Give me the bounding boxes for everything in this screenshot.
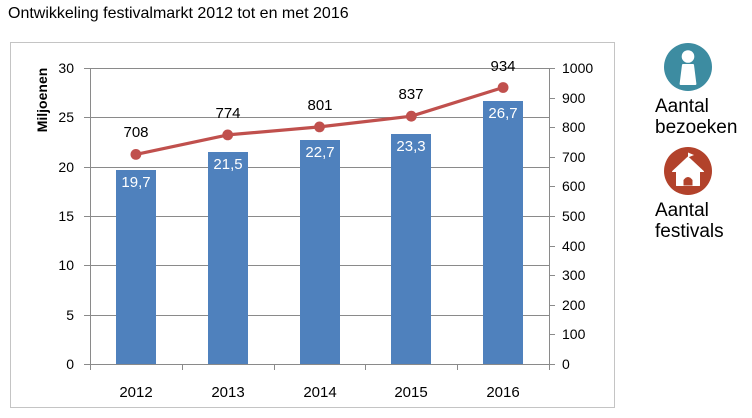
- legend-label-line: bezoeken: [655, 117, 738, 138]
- x-axis-category-label: 2015: [394, 384, 428, 401]
- left-axis-tick-label: 15: [58, 208, 74, 224]
- legend-item-bezoeken: Aantal bezoeken: [652, 43, 752, 138]
- x-axis-category-label: 2014: [303, 384, 337, 401]
- axis-tick: [549, 305, 555, 306]
- axis-tick: [84, 68, 90, 69]
- gridline: [90, 68, 549, 69]
- axis-tick: [549, 127, 555, 128]
- right-axis-tick-label: 900: [562, 90, 586, 106]
- left-axis-line: [90, 68, 91, 364]
- x-axis-category-label: 2012: [119, 384, 153, 401]
- axis-tick: [549, 157, 555, 158]
- line-value-label: 837: [398, 86, 424, 103]
- chart-title: Ontwikkeling festivalmarkt 2012 tot en m…: [8, 5, 349, 22]
- person-icon: [664, 43, 712, 91]
- axis-tick: [549, 68, 555, 69]
- chart-frame: Miljoenen 0 5 10 15 20 25 30 0 100 200 300 400 500 60…: [10, 42, 615, 408]
- bar-2016: [483, 101, 523, 364]
- left-axis-tick-label: 0: [66, 356, 74, 372]
- axis-tick: [84, 265, 90, 266]
- right-axis-tick-label: 400: [562, 238, 586, 254]
- legend: Aantal bezoeken Aantal festivals: [652, 43, 752, 242]
- legend-label-line: Aantal: [655, 96, 709, 117]
- legend-label-line: festivals: [655, 221, 724, 242]
- line-marker: [314, 121, 325, 133]
- x-axis-category-label: 2016: [486, 384, 520, 401]
- axis-tick: [84, 117, 90, 118]
- bar-2013: [208, 152, 248, 364]
- bar-value-label: 23,3: [396, 138, 426, 155]
- legend-label-festivals: Aantal festivals: [652, 200, 752, 242]
- right-axis-tick-label: 600: [562, 178, 586, 194]
- bar-value-label: 22,7: [305, 144, 335, 161]
- axis-tick: [182, 365, 183, 370]
- axis-tick: [549, 216, 555, 217]
- line-marker: [497, 82, 509, 93]
- right-axis-tick-label: 300: [562, 267, 586, 283]
- plot-area: 0 5 10 15 20 25 30 0 100 200 300 400 500 600 700 800 900…: [58, 58, 593, 401]
- axis-tick: [549, 275, 555, 276]
- line-value-label: 801: [307, 97, 333, 114]
- right-axis-tick-label: 700: [562, 149, 586, 165]
- left-axis-tick-label: 10: [58, 257, 74, 273]
- festivals-line-chart: [130, 82, 509, 160]
- line-value-label: 934: [490, 58, 516, 75]
- line-marker: [130, 149, 142, 160]
- bar-value-label: 21,5: [213, 156, 243, 173]
- left-axis-title: Miljoenen: [34, 67, 50, 133]
- right-axis-tick-label: 0: [562, 356, 570, 372]
- line-value-label: 708: [123, 124, 149, 141]
- right-axis-tick-label: 800: [562, 119, 586, 135]
- line-marker: [405, 110, 417, 122]
- line-marker: [222, 129, 234, 141]
- axis-tick: [549, 334, 555, 335]
- axis-tick: [457, 365, 458, 370]
- axis-tick: [84, 315, 90, 316]
- legend-label-line: Aantal: [655, 200, 709, 221]
- legend-label-bezoeken: Aantal bezoeken: [652, 96, 752, 138]
- line-value-label: 774: [215, 105, 241, 122]
- right-axis-tick-label: 1000: [562, 60, 594, 76]
- axis-tick: [549, 365, 550, 370]
- right-axis-line: [549, 68, 550, 364]
- axis-tick: [84, 167, 90, 168]
- axis-tick: [274, 365, 275, 370]
- x-axis-category-label: 2013: [211, 384, 245, 401]
- bar-2012: [116, 170, 156, 364]
- right-axis-tick-label: 500: [562, 208, 586, 224]
- axis-tick: [549, 98, 555, 99]
- bar-value-label: 19,7: [121, 174, 151, 191]
- bar-value-label: 26,7: [488, 105, 518, 122]
- axis-tick: [549, 246, 555, 247]
- left-axis-tick-label: 20: [58, 159, 74, 175]
- left-axis-tick-label: 30: [58, 60, 74, 76]
- legend-item-festivals: Aantal festivals: [652, 147, 752, 242]
- axis-tick: [90, 365, 91, 370]
- axis-tick: [84, 216, 90, 217]
- right-axis-tick-label: 200: [562, 297, 586, 313]
- house-icon: [664, 147, 712, 195]
- left-axis-tick-label: 25: [58, 109, 74, 125]
- bar-2015: [391, 134, 431, 364]
- gridline: [90, 117, 549, 118]
- right-axis-tick-label: 100: [562, 326, 586, 342]
- axis-tick: [365, 365, 366, 370]
- bar-2014: [300, 140, 340, 364]
- x-axis-line: [84, 364, 555, 365]
- axis-tick: [549, 186, 555, 187]
- left-axis-tick-label: 5: [66, 307, 74, 323]
